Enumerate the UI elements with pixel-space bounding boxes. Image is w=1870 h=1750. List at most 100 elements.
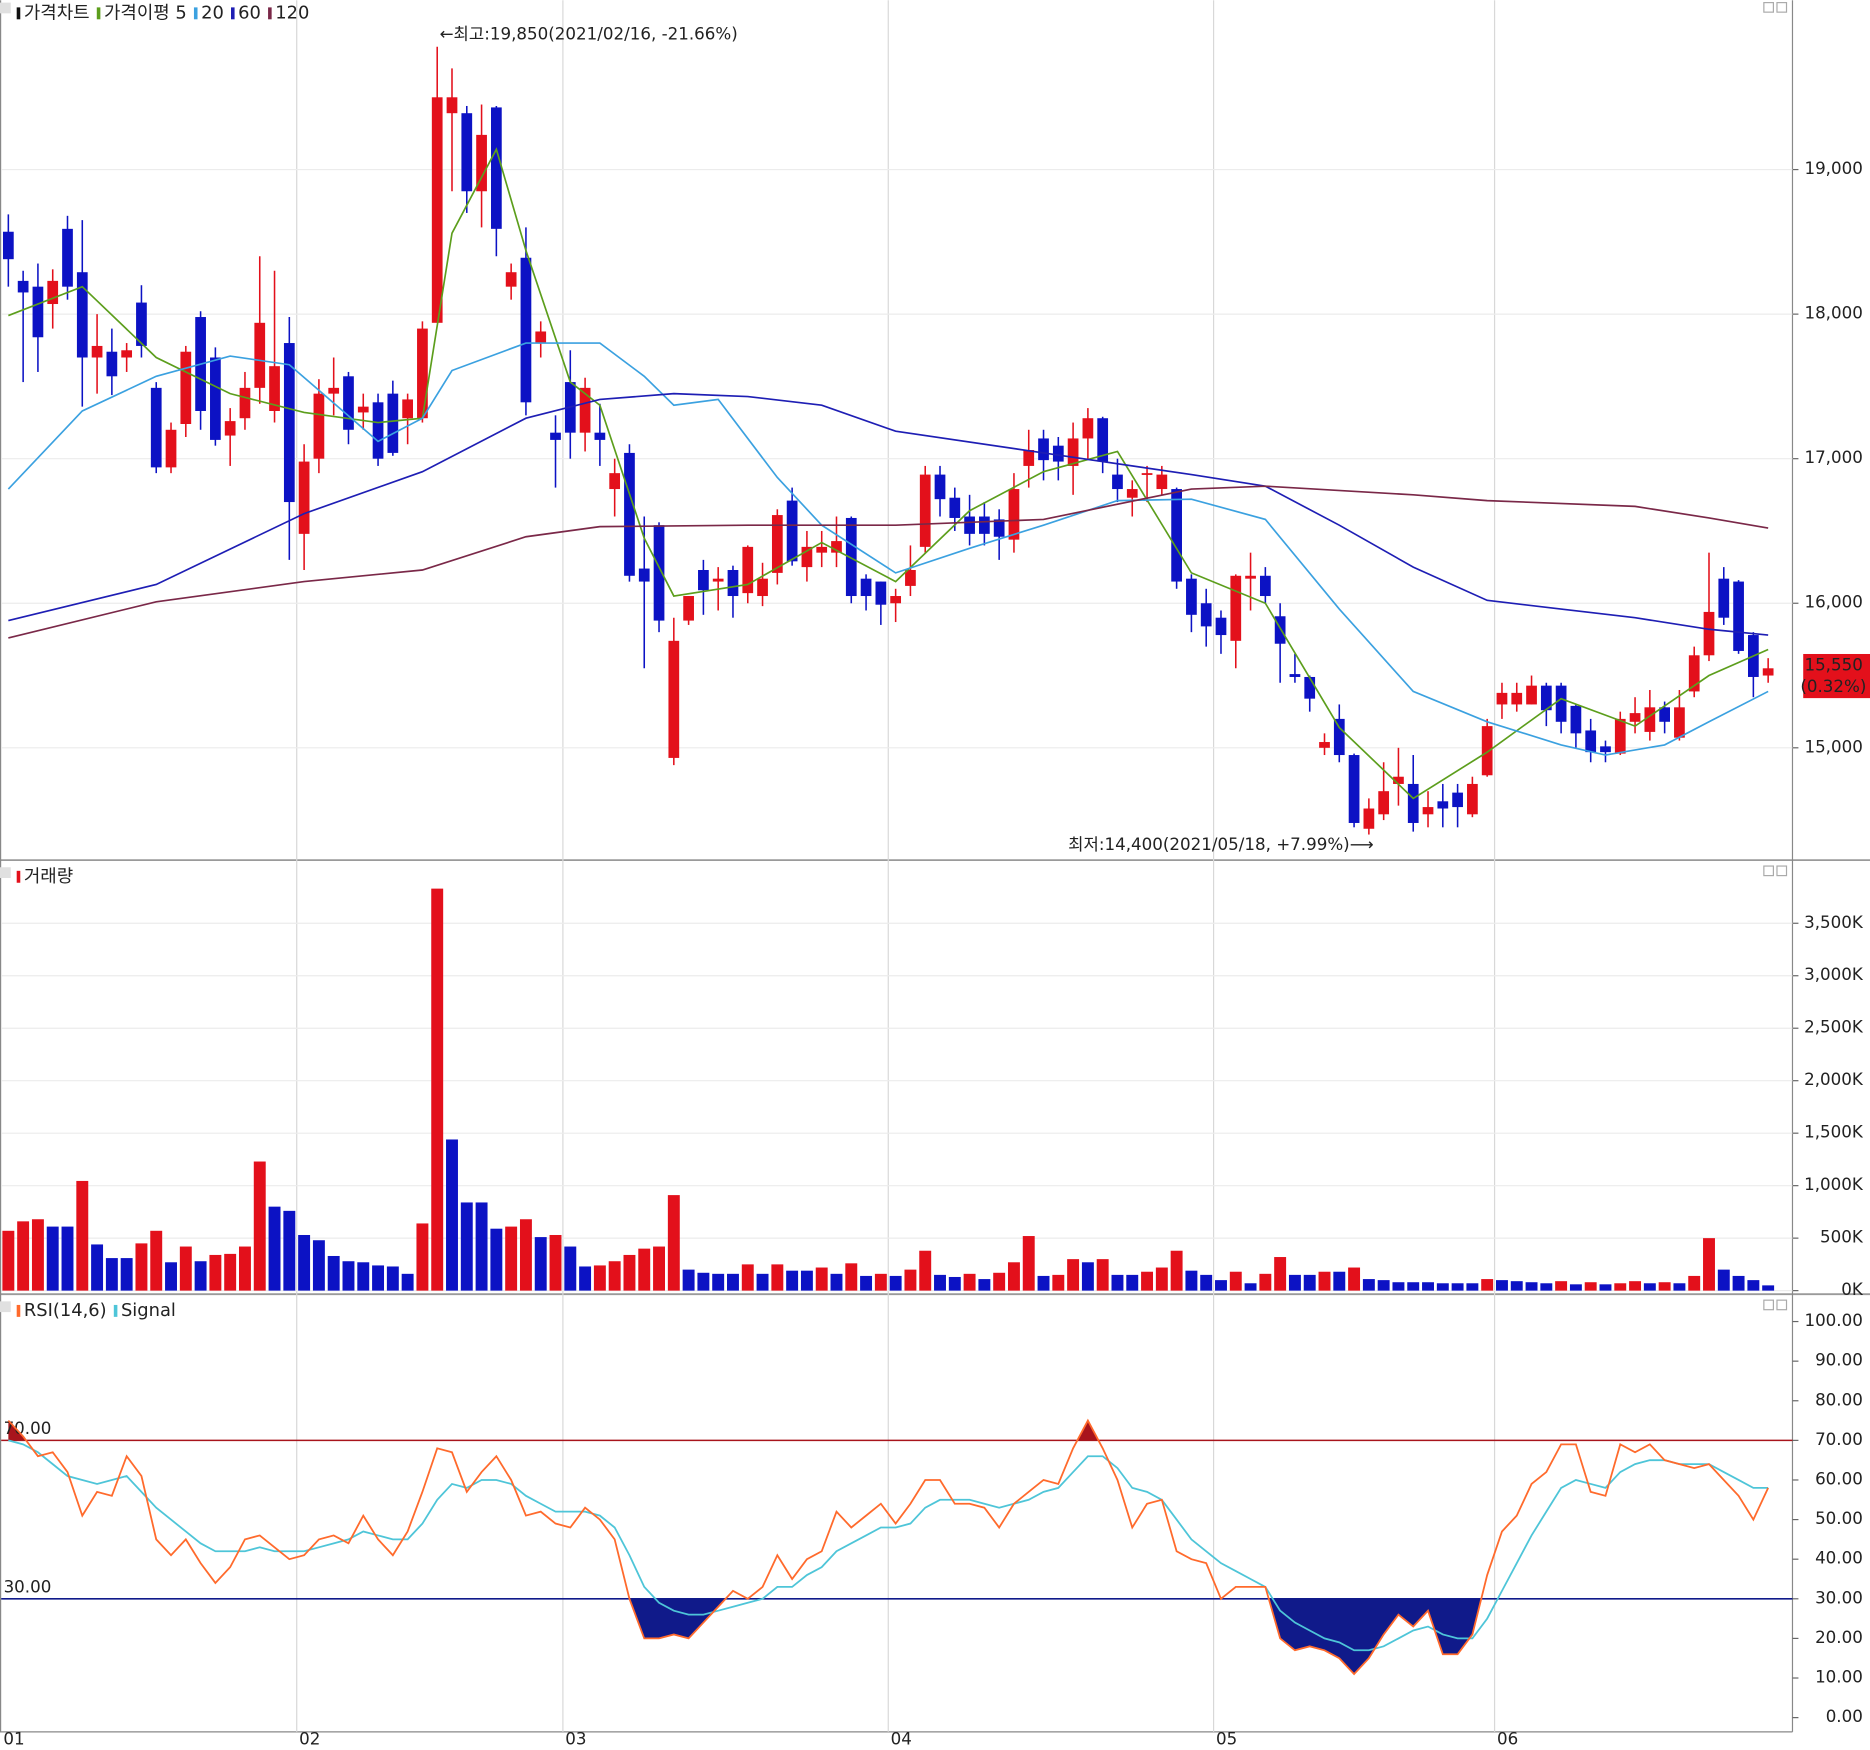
volume-bar (1377, 1280, 1390, 1291)
candle-body (668, 640, 680, 758)
volume-bar (1244, 1283, 1257, 1291)
candle-body (1393, 776, 1404, 784)
volume-bar (1525, 1282, 1538, 1291)
volume-bar (76, 1180, 89, 1291)
volume-bar (1215, 1280, 1227, 1291)
candle-body (786, 500, 798, 562)
volume-bar (1436, 1283, 1449, 1291)
candle-body (298, 461, 310, 534)
rsi-line (8, 1439, 1769, 1652)
volume-bar (1599, 1284, 1612, 1291)
volume-bar (401, 1273, 414, 1291)
volume-bar (1274, 1257, 1287, 1291)
volume-bar (904, 1269, 917, 1291)
candle-body (890, 596, 902, 604)
volume-bar (475, 1202, 488, 1291)
candle-body (1378, 791, 1390, 815)
candle-body (816, 546, 828, 553)
candle-body (62, 228, 73, 287)
candle-body (979, 516, 990, 534)
legend-marker (193, 7, 198, 20)
minimize-button[interactable] (1763, 1299, 1774, 1311)
volume-bar (46, 1226, 59, 1291)
x-tick-label: 05 (1216, 1730, 1237, 1749)
candle-body (490, 107, 502, 229)
candle-body (1274, 616, 1286, 644)
candle-body (1126, 489, 1138, 498)
candle-body (1156, 474, 1168, 490)
volume-bar (653, 1246, 665, 1291)
candle-body (905, 570, 916, 586)
y-tick-label: 0K (1841, 1280, 1864, 1299)
volume-bar (1229, 1271, 1242, 1291)
volume-bar (1540, 1283, 1553, 1291)
close-button[interactable] (1776, 2, 1788, 13)
y-tick-label: 3,000K (1804, 965, 1864, 984)
volume-bar (579, 1266, 592, 1291)
candle-body (831, 541, 842, 553)
volume-bar (1318, 1271, 1331, 1291)
volume-bar (741, 1264, 754, 1291)
candle-body (1496, 692, 1508, 705)
candle-body (239, 387, 251, 419)
candle-body (1171, 489, 1182, 582)
y-tick-label: 0.00 (1826, 1707, 1863, 1726)
volume-bar (357, 1262, 370, 1291)
candle-body (1703, 611, 1715, 656)
volume-bar (460, 1202, 473, 1291)
volume-bar (874, 1273, 887, 1291)
volume-bar (978, 1279, 991, 1291)
candle-body (771, 515, 783, 573)
candle-body (727, 570, 739, 597)
volume-bar (342, 1261, 355, 1291)
volume-bar (860, 1275, 873, 1291)
volume-bar (727, 1273, 739, 1291)
candle-body (417, 328, 428, 419)
volume-bar (209, 1254, 222, 1291)
candle-body (2, 231, 14, 260)
volume-bar (1422, 1282, 1434, 1291)
last-price-box (1803, 653, 1870, 699)
candle-body (32, 286, 44, 338)
candle-body (254, 322, 266, 388)
minimize-button[interactable] (1763, 865, 1774, 877)
window-buttons[interactable] (1763, 2, 1788, 1311)
candle-body (919, 474, 931, 547)
volume-bar (268, 1206, 281, 1291)
close-button[interactable] (1776, 1299, 1788, 1311)
candle-body (1614, 718, 1626, 754)
y-tick-label: 100.00 (1804, 1311, 1862, 1330)
candle-body (106, 351, 118, 377)
candle-body (76, 272, 88, 358)
rsi-zone-fill (8, 1598, 1769, 1675)
close-button[interactable] (1776, 865, 1788, 877)
annotation: 최저:14,400(2021/05/18, +7.99%)⟶ (1068, 835, 1374, 854)
candle-body (550, 432, 561, 440)
volume-bar (283, 1210, 296, 1291)
candle-body (1555, 685, 1567, 722)
candle-body (1200, 603, 1212, 627)
candle-body (1407, 783, 1419, 823)
volume-bar (1673, 1283, 1686, 1291)
volume-bar (61, 1226, 74, 1291)
candle-body (1186, 578, 1197, 615)
candle-body (964, 516, 975, 534)
y-tick-label: 16,000 (1804, 593, 1862, 612)
candle-body (993, 519, 1005, 537)
candle-body (224, 421, 236, 436)
level-label: 30.00 (4, 1578, 52, 1597)
candle-body (313, 393, 325, 459)
minimize-button[interactable] (1763, 2, 1774, 13)
volume-bar (963, 1273, 976, 1291)
candle-body (1467, 783, 1478, 815)
annotation: ←최고:19,850(2021/02/16, -21.66%) (440, 24, 738, 43)
x-tick-label: 06 (1497, 1730, 1518, 1749)
volume-bar (1688, 1275, 1701, 1291)
candle-body (1437, 801, 1449, 809)
volume-bar (1067, 1259, 1080, 1291)
volume-bar (1185, 1270, 1198, 1291)
candle-body (387, 393, 399, 453)
candle-body (343, 376, 354, 430)
candle-body (1230, 575, 1242, 641)
